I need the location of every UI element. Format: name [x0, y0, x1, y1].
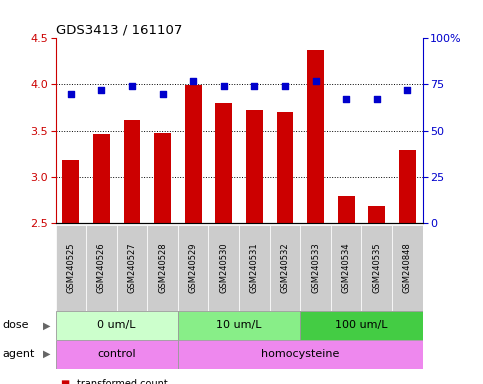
Bar	[239, 225, 270, 311]
Bar	[185, 85, 201, 223]
Text: GSM240526: GSM240526	[97, 243, 106, 293]
Point	[251, 83, 258, 89]
Text: 10 um/L: 10 um/L	[216, 320, 262, 331]
Bar	[246, 110, 263, 223]
Text: GSM240533: GSM240533	[311, 242, 320, 293]
Text: GSM240527: GSM240527	[128, 243, 137, 293]
Point	[281, 83, 289, 89]
Point	[220, 83, 227, 89]
Text: GSM240848: GSM240848	[403, 242, 412, 293]
Bar	[369, 206, 385, 223]
Text: transformed count: transformed count	[77, 379, 168, 384]
Point	[98, 87, 105, 93]
Text: 100 um/L: 100 um/L	[335, 320, 388, 331]
Bar	[178, 225, 209, 311]
Bar	[93, 134, 110, 223]
Point	[403, 87, 411, 93]
Bar	[270, 225, 300, 311]
Bar	[307, 50, 324, 223]
Text: homocysteine: homocysteine	[261, 349, 340, 359]
Point	[67, 91, 75, 97]
Text: dose: dose	[2, 320, 29, 331]
Text: GSM240531: GSM240531	[250, 243, 259, 293]
Text: GSM240529: GSM240529	[189, 243, 198, 293]
Bar	[300, 311, 423, 340]
Text: GSM240530: GSM240530	[219, 243, 228, 293]
Point	[159, 91, 167, 97]
Bar	[178, 340, 423, 369]
Text: GDS3413 / 161107: GDS3413 / 161107	[56, 23, 182, 36]
Point	[128, 83, 136, 89]
Text: GSM240535: GSM240535	[372, 243, 381, 293]
Text: GSM240525: GSM240525	[66, 243, 75, 293]
Point	[312, 78, 319, 84]
Text: GSM240528: GSM240528	[158, 243, 167, 293]
Text: ▶: ▶	[43, 320, 51, 331]
Bar	[331, 225, 361, 311]
Bar	[62, 160, 79, 223]
Text: GSM240532: GSM240532	[281, 243, 289, 293]
Bar	[117, 225, 147, 311]
Bar	[215, 103, 232, 223]
Bar	[277, 112, 293, 223]
Bar	[147, 225, 178, 311]
Text: agent: agent	[2, 349, 35, 359]
Bar	[56, 311, 178, 340]
Point	[342, 96, 350, 102]
Text: ▶: ▶	[43, 349, 51, 359]
Bar	[56, 225, 86, 311]
Bar	[178, 311, 300, 340]
Bar	[300, 225, 331, 311]
Bar	[154, 133, 171, 223]
Text: control: control	[98, 349, 136, 359]
Text: GSM240534: GSM240534	[341, 243, 351, 293]
Text: 0 um/L: 0 um/L	[98, 320, 136, 331]
Bar	[361, 225, 392, 311]
Bar	[209, 225, 239, 311]
Point	[373, 96, 381, 102]
Bar	[392, 225, 423, 311]
Point	[189, 78, 197, 84]
Bar	[338, 196, 355, 223]
Bar	[399, 150, 416, 223]
Text: ■: ■	[60, 379, 70, 384]
Bar	[56, 340, 178, 369]
Bar	[124, 119, 141, 223]
Bar	[86, 225, 117, 311]
